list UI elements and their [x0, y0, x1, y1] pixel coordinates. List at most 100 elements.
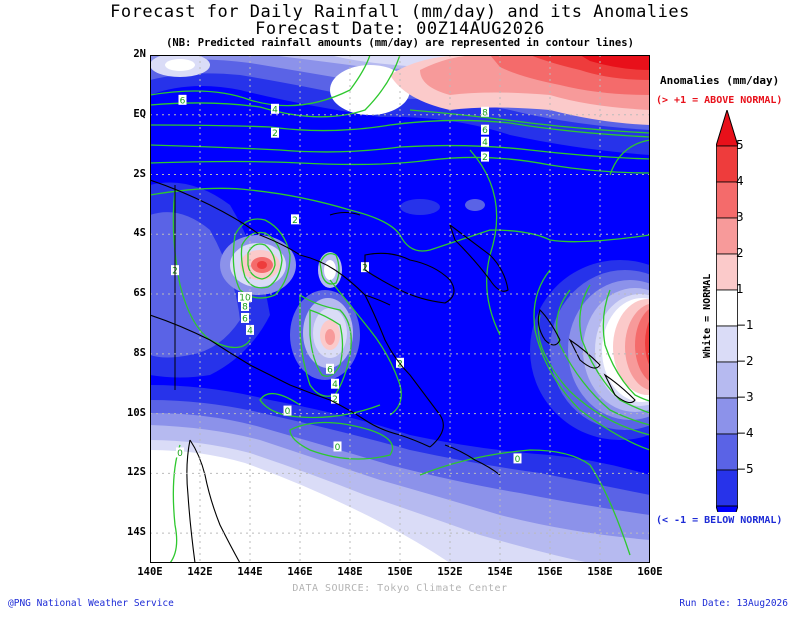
longitude-tick-label: 158E — [587, 566, 613, 578]
forecast-date: Forecast Date: 00Z14AUG2026 — [255, 19, 545, 39]
coast-png-tail — [364, 294, 444, 448]
colorbar-tick-label: −1 — [736, 318, 754, 332]
coast-bougainville — [537, 308, 561, 346]
coast-solomons-1 — [568, 338, 601, 369]
contour-label: 6 — [242, 314, 248, 324]
latitude-tick-label: 6S — [133, 287, 146, 300]
latitude-tick-label: 4S — [133, 227, 146, 240]
contour-label-bg — [241, 312, 249, 323]
contour-label: 6 — [327, 365, 333, 375]
contour-label: 2 — [332, 395, 338, 405]
contour-label: 10 — [239, 294, 251, 304]
contour-label: 2 — [272, 129, 278, 139]
longitude-tick-label: 148E — [337, 566, 363, 578]
colorbar-cell — [716, 181, 738, 219]
contour-label-bg — [246, 324, 254, 335]
legend-title: Anomalies (mm/day) — [660, 74, 780, 87]
contour-label: 4 — [272, 105, 278, 115]
contour-label: 8 — [482, 108, 488, 118]
colorbar-cell — [716, 469, 738, 507]
contour-label-bg — [271, 127, 279, 138]
colorbar-tick-label: −4 — [736, 426, 754, 440]
legend-below-normal: (< -1 = BELOW NORMAL) — [656, 515, 783, 526]
map-title: Forecast for Daily Rainfall (mm/day) and… — [110, 2, 690, 22]
map-note: (NB: Predicted rainfall amounts (mm/day)… — [166, 37, 634, 49]
contour-label-bg — [481, 124, 489, 135]
rainfall-anomaly-map: 64286422221086426420000 — [150, 55, 650, 563]
colorbar-tick-label: −3 — [736, 390, 754, 404]
contour-label-bg — [481, 106, 489, 117]
contour-label-bg — [178, 94, 187, 105]
longitude-tick-label: 150E — [387, 566, 413, 578]
colorbar-tick-label: 1 — [736, 282, 744, 296]
contour-label-bg — [481, 136, 489, 147]
coast-manus — [329, 211, 361, 216]
contour-label-bg — [331, 393, 339, 404]
longitude-tick-label: 152E — [437, 566, 463, 578]
legend-above-normal: (> +1 = ABOVE NORMAL) — [656, 95, 783, 106]
contour-label-bg — [326, 363, 334, 374]
contour-label: 0 — [177, 449, 183, 459]
contour-label: 0 — [335, 443, 341, 453]
latitude-tick-label: 8S — [133, 346, 146, 359]
colorbar-tick-label: −2 — [736, 354, 754, 368]
colorbar-cell — [716, 433, 738, 471]
colorbar-cell — [716, 289, 738, 327]
colorbar-cell — [716, 253, 738, 291]
latitude-tick-label: 14S — [127, 526, 146, 539]
contour-label: 8 — [242, 303, 248, 313]
data-source: DATA SOURCE: Tokyo Climate Center — [292, 583, 508, 594]
coast-louisiades — [444, 444, 501, 476]
colorbar-tick-label: 3 — [736, 210, 744, 224]
latitude-tick-label: 12S — [127, 466, 146, 479]
contour-label: 4 — [482, 138, 488, 148]
contour-label-bg — [271, 103, 279, 114]
colorbar-cell — [716, 361, 738, 399]
contour-label-bg — [291, 214, 299, 225]
longitude-tick-label: 154E — [487, 566, 513, 578]
longitude-tick-label: 146E — [287, 566, 313, 578]
coast-new-guinea-south — [150, 314, 431, 448]
latitude-tick-label: 2N — [133, 48, 146, 60]
colorbar-tick-label: 5 — [736, 138, 744, 152]
colorbar-tick-label: 2 — [736, 246, 744, 260]
colorbar-arrow-top — [716, 110, 738, 147]
coast-new-britain — [364, 252, 455, 304]
coast-new-ireland — [448, 223, 509, 292]
contour-label-bg — [283, 405, 292, 416]
contour-label: 0 — [515, 455, 521, 465]
contour-label: 4 — [332, 380, 338, 390]
legend-normal-label: White = NORMAL — [702, 273, 713, 358]
contour-label-bg — [176, 447, 184, 458]
colorbar-cell — [716, 325, 738, 363]
contour-label-bg — [513, 453, 522, 464]
latitude-tick-label: EQ — [133, 107, 146, 120]
longitude-tick-label: 160E — [637, 566, 663, 578]
colorbar-cell — [716, 397, 738, 435]
contour-label-bg — [333, 441, 342, 452]
colorbar-cell — [716, 217, 738, 255]
rainfall-contours — [150, 55, 650, 563]
contour-label: 2 — [292, 216, 298, 226]
colorbar-arrow-bottom — [716, 505, 738, 512]
contour-label-bg — [331, 378, 339, 389]
latitude-tick-label: 10S — [127, 406, 146, 419]
contour-label: 6 — [180, 96, 186, 106]
colorbar-tick-label: −5 — [736, 462, 754, 476]
coast-cape-york-west — [186, 439, 196, 563]
run-date: Run Date: 13Aug2026 — [679, 598, 788, 609]
coast-cape-york — [189, 439, 241, 563]
contour-label-bg — [241, 301, 249, 312]
colorbar-tick-label: 4 — [736, 174, 744, 188]
longitude-tick-label: 156E — [537, 566, 563, 578]
contour-label: 2 — [482, 153, 488, 163]
latitude-tick-label: 2S — [133, 167, 146, 180]
longitude-tick-label: 144E — [237, 566, 263, 578]
contour-label-bg — [238, 292, 252, 303]
organization-credit: @PNG National Weather Service — [8, 598, 174, 609]
coast-solomons-2 — [603, 373, 636, 404]
anomaly-colorbar — [716, 110, 738, 512]
longitude-tick-label: 140E — [137, 566, 163, 578]
contour-label: 0 — [285, 407, 291, 417]
colorbar-cell — [716, 145, 738, 183]
